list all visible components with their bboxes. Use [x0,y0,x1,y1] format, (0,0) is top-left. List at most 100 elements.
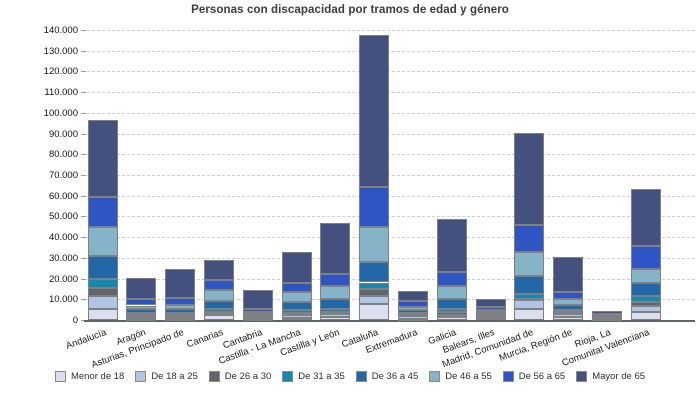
bar-segment [359,34,390,188]
bar-segment [281,315,312,318]
bar-segment [359,295,390,305]
y-axis-tick-label: 140.000 [43,25,78,36]
bar-segment [397,312,428,315]
gridline [87,175,695,176]
y-axis-tick [81,257,86,259]
legend-swatch [355,371,367,382]
y-axis-tick [81,133,86,135]
gridline [87,257,695,259]
y-axis-tick-label: 90.000 [48,128,78,140]
bar-segment [281,310,312,313]
y-axis-tick [81,237,86,239]
bar-segment [436,311,467,315]
bar-segment [591,310,622,315]
gridline [87,237,695,239]
bar-segment [87,309,118,320]
legend-item: De 46 a 55 [429,371,492,382]
bar-segment [203,279,234,291]
bar-segment [165,269,196,299]
bar-segment [630,302,661,306]
bar-segment [630,283,661,297]
bar-segment [397,301,428,307]
bar-segment [514,298,545,301]
bar-segment [281,317,312,320]
y-axis-tick [81,175,86,176]
y-axis-tick-label: 40.000 [48,232,78,244]
legend-label: Mayor de 65 [592,371,646,382]
gridline [87,278,695,280]
y-axis-tick-label: 50.000 [48,211,78,223]
y-axis-tick [81,71,86,73]
bar-segment [87,197,118,228]
bar-segment [203,259,234,280]
bar-segment [630,311,661,320]
x-axis-category-label: Canarias [185,327,225,351]
bar-segment [436,286,467,300]
bar-segment [514,133,545,225]
bar-segment [514,276,545,294]
bar-segment [320,309,351,312]
bar-segment [320,299,351,310]
legend-label: Menor de 18 [70,371,125,382]
bar-segment [397,306,428,310]
bar-segment [359,187,390,227]
bar-segment [553,292,584,300]
bar-segment [436,317,467,320]
y-axis-tick [81,216,86,218]
bar-segment [553,316,584,320]
legend-label: De 36 a 45 [371,371,419,382]
y-axis-tick-label: 0 [72,315,78,326]
bar-segment [630,268,661,284]
bar-segment [475,307,506,311]
bar-segment [320,274,351,286]
bar-segment [630,189,661,247]
bar-segment [126,318,157,321]
bar-segment [475,316,506,319]
legend-item: De 18 a 25 [135,371,198,382]
y-axis-tick [81,50,86,52]
bar-segment [281,252,312,283]
bar-segment [436,299,467,310]
bar-segment [320,311,351,315]
x-axis-category-label: Andalucía [64,327,109,352]
bar-segment [281,302,312,311]
bar-segment [553,309,584,313]
bar-segment [553,257,584,293]
bar-segment [436,271,467,287]
bar-segment [87,296,118,309]
bar-segment [165,316,196,319]
x-axis-line [84,320,695,322]
legend-swatch [576,371,588,382]
legend-item: Menor de 18 [54,371,125,382]
bar-segment [203,308,234,312]
y-axis-tick-label: 60.000 [48,190,78,202]
legend-item: De 26 a 30 [208,371,271,382]
legend-swatch [282,371,294,382]
y-axis-tick-label: 80.000 [48,149,78,161]
bar-segment [320,317,351,320]
legend-item: De 36 a 45 [355,371,419,382]
bar-segment [436,309,467,312]
legend: Menor de 18 De 18 a 25 De 26 a 30 De 31 a 3… [0,371,700,382]
y-axis-tick-label: 100.000 [43,107,78,119]
bar-segment [359,226,390,262]
bar-segment [436,219,467,272]
bar-segment [320,285,351,300]
y-axis-tick-label: 110.000 [44,87,78,99]
y-axis-tick [81,278,86,280]
bar-segment [514,309,545,320]
gridline [87,195,695,197]
chart-title: Personas con discapacidad por tramos de … [191,4,509,16]
bar-segment [87,288,118,297]
bar-segment [475,310,506,313]
bar-segment [320,222,351,274]
bar-segment [553,312,584,315]
legend-item: De 31 a 35 [282,371,345,382]
legend-label: De 56 a 65 [518,371,566,382]
bar-segment [359,261,390,283]
legend-item: De 56 a 65 [502,371,566,382]
bar-segment [203,290,234,301]
gridline [87,133,695,135]
bar-segment [165,305,196,309]
